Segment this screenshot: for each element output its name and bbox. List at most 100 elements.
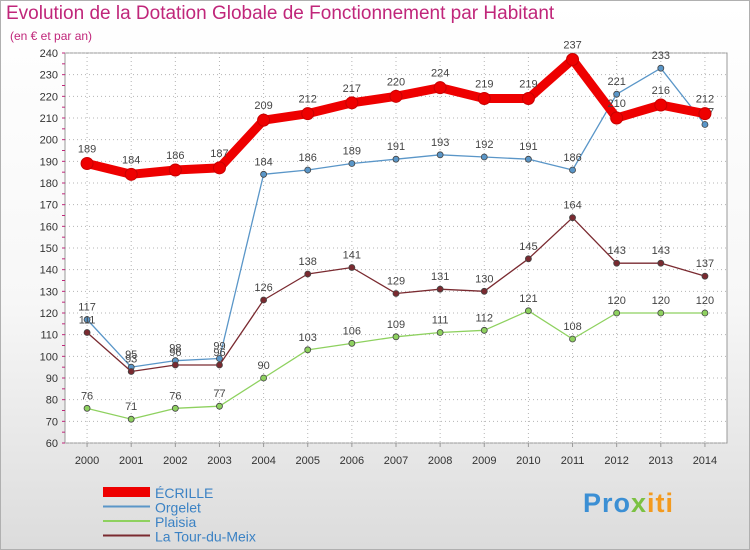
data-label: 237 xyxy=(563,40,581,52)
data-label: 106 xyxy=(343,325,361,337)
data-point xyxy=(613,309,621,317)
data-label: 212 xyxy=(299,94,317,106)
data-point xyxy=(701,121,709,128)
y-tick-label: 130 xyxy=(40,286,58,298)
data-point xyxy=(433,81,447,95)
data-label: 145 xyxy=(519,241,537,253)
data-point xyxy=(477,92,491,105)
data-label: 112 xyxy=(475,312,493,324)
data-point xyxy=(566,53,580,66)
data-point xyxy=(521,92,535,105)
data-point xyxy=(525,155,532,163)
data-point xyxy=(525,255,532,263)
data-point xyxy=(525,307,532,315)
y-tick-label: 160 xyxy=(40,221,58,233)
data-point xyxy=(168,163,182,177)
data-label: 191 xyxy=(387,141,405,153)
y-tick-label: 230 xyxy=(40,70,58,82)
data-point xyxy=(657,64,665,72)
data-label: 219 xyxy=(475,79,493,91)
data-point xyxy=(124,167,138,181)
data-label: 187 xyxy=(210,148,228,160)
data-point xyxy=(480,153,488,161)
data-label: 120 xyxy=(696,295,714,307)
data-point xyxy=(701,272,709,280)
data-label: 131 xyxy=(431,271,449,283)
data-label: 109 xyxy=(387,319,405,331)
data-point xyxy=(345,96,359,110)
data-label: 186 xyxy=(166,150,184,162)
data-label: 193 xyxy=(431,137,449,149)
data-label: 137 xyxy=(696,258,714,270)
data-label: 98 xyxy=(169,343,181,355)
data-label: 117 xyxy=(78,302,96,314)
data-point xyxy=(613,90,621,98)
data-point xyxy=(80,157,94,170)
data-point xyxy=(436,329,444,336)
data-label: 164 xyxy=(563,200,581,212)
data-label: 120 xyxy=(652,295,670,307)
logo-part-1: Pro xyxy=(583,488,632,518)
data-label: 143 xyxy=(607,245,625,257)
data-label: 233 xyxy=(652,50,670,62)
data-label: 184 xyxy=(254,156,272,168)
data-point xyxy=(569,166,576,174)
data-point xyxy=(698,107,712,121)
data-label: 111 xyxy=(432,315,449,327)
proxiti-logo: Proxiti xyxy=(583,488,674,519)
y-tick-label: 80 xyxy=(46,395,58,407)
x-tick-label: 2002 xyxy=(163,455,187,467)
data-point xyxy=(257,113,271,127)
data-label: 191 xyxy=(519,141,537,153)
data-label: 192 xyxy=(475,139,493,151)
data-label: 220 xyxy=(387,76,405,88)
data-point xyxy=(216,361,223,369)
data-point xyxy=(216,355,223,362)
data-point xyxy=(701,309,709,317)
data-label: 76 xyxy=(169,390,181,402)
data-point xyxy=(480,326,488,334)
data-point xyxy=(304,166,312,174)
data-label: 96 xyxy=(169,347,181,359)
y-tick-label: 100 xyxy=(40,351,58,363)
legend-label: La Tour-du-Meix xyxy=(155,529,256,545)
x-tick-label: 2000 xyxy=(75,455,99,467)
x-tick-label: 2003 xyxy=(207,455,231,467)
y-tick-label: 70 xyxy=(46,416,58,428)
y-tick-label: 150 xyxy=(40,243,58,255)
data-label: 189 xyxy=(343,146,361,158)
data-point xyxy=(657,259,665,267)
data-point xyxy=(392,333,400,341)
y-tick-label: 60 xyxy=(46,438,58,450)
data-point xyxy=(212,161,226,175)
data-label: 126 xyxy=(254,282,272,294)
x-tick-label: 2001 xyxy=(119,455,143,467)
x-tick-label: 2004 xyxy=(251,455,275,467)
data-point xyxy=(83,329,91,336)
chart-title: Evolution de la Dotation Globale de Fonc… xyxy=(6,3,555,24)
data-point xyxy=(657,309,665,317)
data-label: 111 xyxy=(79,315,96,327)
data-point xyxy=(569,214,576,222)
data-label: 224 xyxy=(431,68,449,80)
data-label: 212 xyxy=(696,94,714,106)
x-tick-label: 2006 xyxy=(340,455,364,467)
data-point xyxy=(216,402,223,410)
x-tick-label: 2012 xyxy=(604,455,628,467)
data-label: 121 xyxy=(519,293,537,305)
data-point xyxy=(480,287,488,295)
data-point xyxy=(260,296,268,304)
data-label: 99 xyxy=(213,341,225,353)
y-tick-label: 140 xyxy=(40,265,58,277)
data-point xyxy=(610,111,624,125)
chart-subtitle: (en € et par an) xyxy=(10,29,93,43)
x-tick-label: 2010 xyxy=(516,455,540,467)
data-point xyxy=(83,316,91,323)
data-point xyxy=(171,404,179,412)
x-tick-label: 2005 xyxy=(295,455,319,467)
data-label: 184 xyxy=(122,154,140,166)
data-point xyxy=(348,160,356,167)
data-label: 76 xyxy=(81,390,93,402)
data-label: 219 xyxy=(519,79,537,91)
